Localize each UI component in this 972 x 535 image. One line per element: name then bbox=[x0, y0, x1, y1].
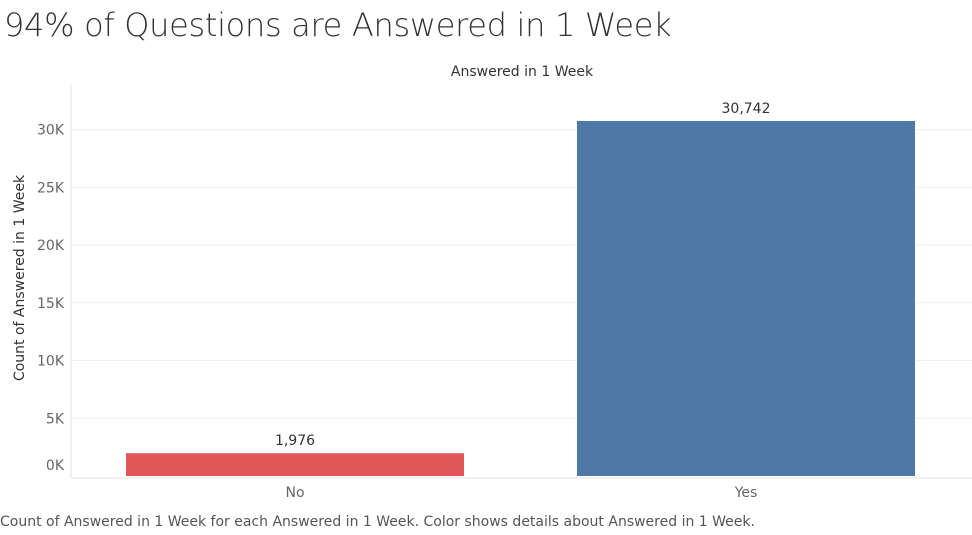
value-label-yes: 30,742 bbox=[722, 101, 771, 117]
y-tick-label: 0K bbox=[46, 458, 65, 474]
value-label-no: 1,976 bbox=[275, 433, 315, 449]
value-labels: 1,976 30,742 bbox=[275, 101, 771, 449]
y-tick-label: 20K bbox=[37, 238, 65, 254]
chart-caption: Count of Answered in 1 Week for each Ans… bbox=[0, 514, 755, 530]
y-tick-label: 25K bbox=[37, 180, 65, 196]
bar-yes[interactable] bbox=[577, 121, 915, 476]
y-axis-label: Count of Answered in 1 Week bbox=[12, 174, 28, 381]
y-tick-label: 10K bbox=[37, 354, 65, 370]
bar-chart: Answered in 1 Week Count of Answered in … bbox=[12, 64, 972, 501]
chart-title: Answered in 1 Week bbox=[451, 64, 594, 80]
y-axis-ticks: 0K 5K 10K 15K 20K 25K 30K bbox=[37, 123, 65, 474]
y-tick-label: 15K bbox=[37, 296, 65, 312]
y-tick-label: 30K bbox=[37, 123, 65, 139]
x-tick-label-yes: Yes bbox=[734, 485, 758, 501]
page-title: 94% of Questions are Answered in 1 Week bbox=[4, 6, 672, 44]
bars[interactable] bbox=[126, 121, 915, 476]
x-axis-ticks: No Yes bbox=[285, 485, 757, 501]
x-tick-label-no: No bbox=[285, 485, 304, 501]
bar-no[interactable] bbox=[126, 453, 464, 476]
y-tick-label: 5K bbox=[46, 411, 65, 427]
